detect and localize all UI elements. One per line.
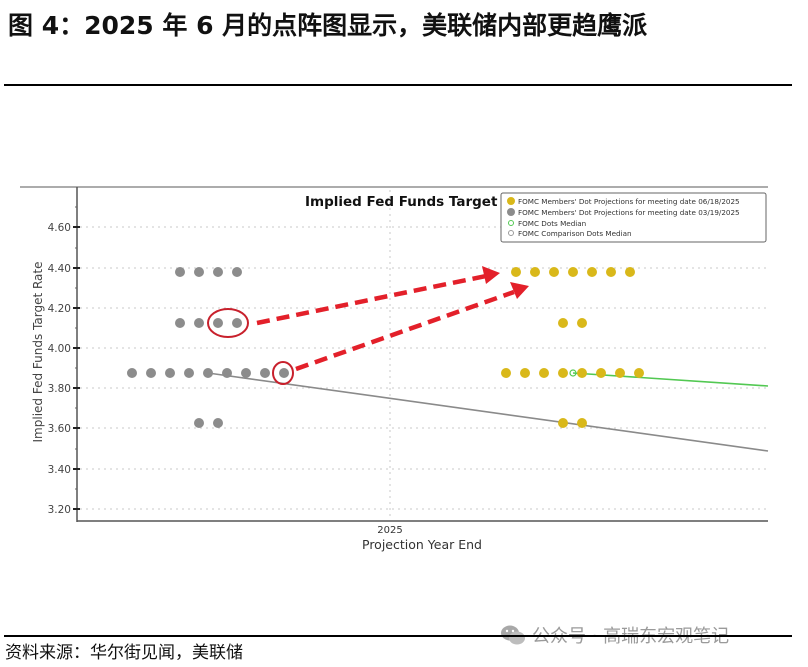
y-axis-label: Implied Fed Funds Target Rate <box>31 262 45 443</box>
march-dots <box>127 267 289 428</box>
y-tick: 3.80 <box>48 383 71 395</box>
bottom-rule <box>4 635 792 637</box>
y-tick: 4.60 <box>48 222 71 234</box>
arrow-head <box>510 282 529 299</box>
chart-title: Implied Fed Funds Target <box>305 194 498 210</box>
legend-item: FOMC Comparison Dots Median <box>518 229 632 238</box>
y-tick: 4.00 <box>48 343 71 355</box>
comparison-median-line <box>207 372 769 452</box>
annotation-ellipse <box>272 361 294 385</box>
legend: FOMC Members' Dot Projections for meetin… <box>500 192 767 243</box>
y-tick: 4.40 <box>48 263 71 275</box>
june-dots <box>501 267 644 428</box>
legend-item: FOMC Members' Dot Projections for meetin… <box>518 208 740 217</box>
arrow-head <box>482 266 500 284</box>
x-tick: 2025 <box>377 525 402 536</box>
y-tick: 4.20 <box>48 303 71 315</box>
top-rule <box>4 84 792 86</box>
median-marker <box>569 369 577 377</box>
x-axis-label: Projection Year End <box>362 537 482 552</box>
y-tick: 3.40 <box>48 464 71 476</box>
figure-title: 图 4：2025 年 6 月的点阵图显示，美联储内部更趋鹰派 <box>8 11 648 40</box>
y-tick: 3.60 <box>48 423 71 435</box>
gridlines <box>80 190 768 519</box>
legend-item: FOMC Dots Median <box>518 219 586 228</box>
y-tick: 3.20 <box>48 504 71 516</box>
annotation-ellipse <box>207 308 249 338</box>
source-note: 资料来源：华尔街见闻，美联储 <box>5 643 243 663</box>
annotation-arrow <box>295 289 515 372</box>
legend-item: FOMC Members' Dot Projections for meetin… <box>518 197 740 206</box>
